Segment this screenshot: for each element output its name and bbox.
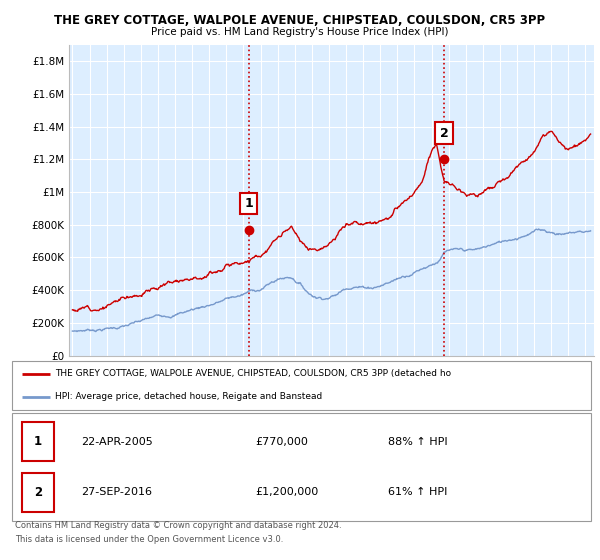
Text: £770,000: £770,000 — [255, 437, 308, 447]
Text: Contains HM Land Registry data © Crown copyright and database right 2024.: Contains HM Land Registry data © Crown c… — [15, 521, 341, 530]
FancyBboxPatch shape — [22, 422, 54, 461]
Text: 1: 1 — [34, 435, 42, 448]
Text: 88% ↑ HPI: 88% ↑ HPI — [388, 437, 448, 447]
Text: 61% ↑ HPI: 61% ↑ HPI — [388, 487, 448, 497]
Text: £1,200,000: £1,200,000 — [255, 487, 319, 497]
Text: 2: 2 — [440, 127, 449, 139]
Text: 22-APR-2005: 22-APR-2005 — [82, 437, 153, 447]
Text: HPI: Average price, detached house, Reigate and Banstead: HPI: Average price, detached house, Reig… — [55, 392, 323, 401]
FancyBboxPatch shape — [22, 473, 54, 512]
Text: 2: 2 — [34, 486, 42, 499]
Text: THE GREY COTTAGE, WALPOLE AVENUE, CHIPSTEAD, COULSDON, CR5 3PP: THE GREY COTTAGE, WALPOLE AVENUE, CHIPST… — [55, 14, 545, 27]
Text: 27-SEP-2016: 27-SEP-2016 — [82, 487, 152, 497]
Text: 1: 1 — [244, 197, 253, 210]
Text: THE GREY COTTAGE, WALPOLE AVENUE, CHIPSTEAD, COULSDON, CR5 3PP (detached ho: THE GREY COTTAGE, WALPOLE AVENUE, CHIPST… — [55, 370, 452, 379]
Text: Price paid vs. HM Land Registry's House Price Index (HPI): Price paid vs. HM Land Registry's House … — [151, 27, 449, 37]
Text: This data is licensed under the Open Government Licence v3.0.: This data is licensed under the Open Gov… — [15, 534, 283, 544]
